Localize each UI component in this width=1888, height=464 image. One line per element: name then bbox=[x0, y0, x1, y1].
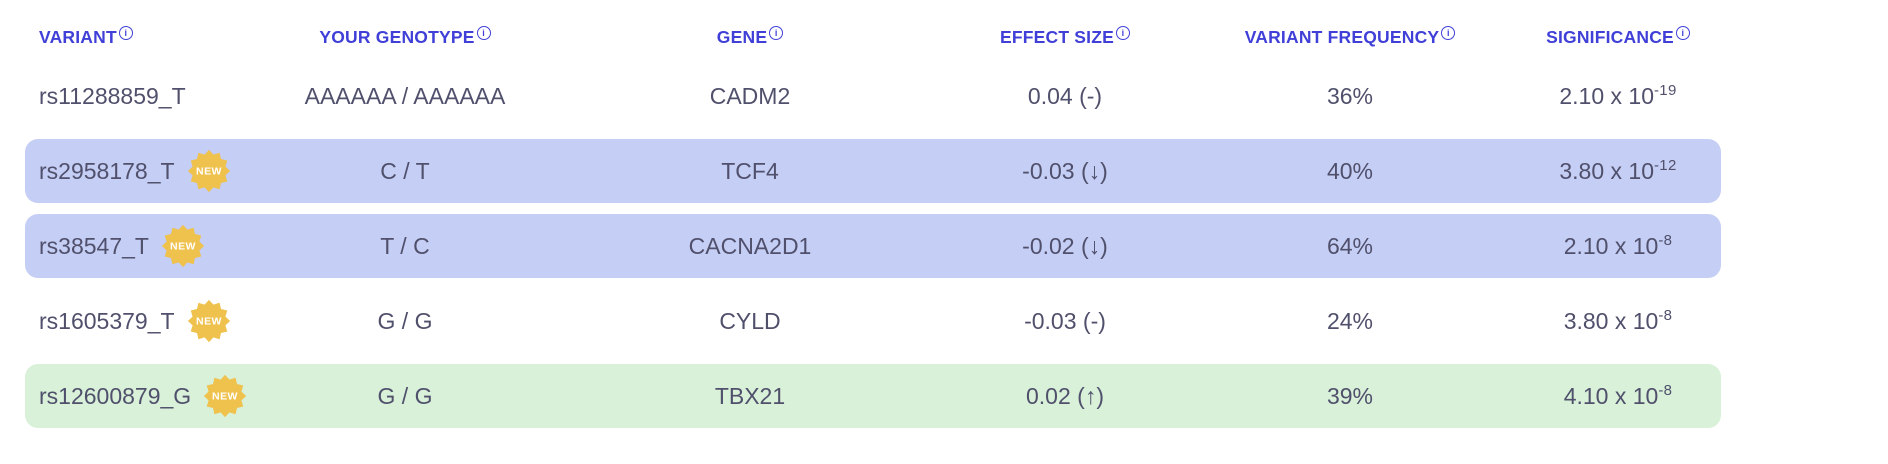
significance-exponent: -12 bbox=[1654, 157, 1677, 174]
new-badge-icon: NEW bbox=[187, 299, 230, 343]
effect-size-cell: -0.03 (↓) bbox=[1022, 157, 1108, 184]
significance-cell: 4.10 x 10-8 bbox=[1515, 382, 1721, 410]
frequency-cell: 24% bbox=[1326, 307, 1374, 334]
significance-cell: 2.10 x 10-8 bbox=[1515, 232, 1721, 260]
effect-size-cell: 0.04 (-) bbox=[1027, 82, 1103, 109]
significance-cell: 2.10 x 10-19 bbox=[1515, 82, 1721, 110]
significance-base: 4.10 x 10 bbox=[1563, 383, 1659, 409]
table-header-row: VARIANT i YOUR GENOTYPE i GENE i EFFECT SIZ… bbox=[25, 14, 1721, 60]
frequency-cell: 40% bbox=[1326, 157, 1374, 184]
variant-id: rs11288859_T bbox=[39, 82, 186, 109]
significance-exponent: -8 bbox=[1658, 382, 1673, 399]
effect-size-cell: -0.03 (-) bbox=[1024, 307, 1106, 334]
significance-base: 2.10 x 10 bbox=[1559, 83, 1655, 109]
new-badge-label: NEW bbox=[170, 241, 196, 253]
table-row: rs38547_T NEW T / C CACNA2D1 -0.02 (↓) 6… bbox=[25, 214, 1721, 278]
genotype-cell: T / C bbox=[380, 232, 430, 259]
significance-exponent: -8 bbox=[1658, 307, 1673, 324]
column-header-variant-label: VARIANT bbox=[39, 27, 117, 47]
significance-base: 3.80 x 10 bbox=[1559, 158, 1655, 184]
gene-cell: TCF4 bbox=[721, 157, 779, 184]
column-header-significance-label: SIGNIFICANCE bbox=[1546, 27, 1674, 47]
new-badge-icon: NEW bbox=[204, 374, 247, 418]
effect-size-cell: 0.02 (↑) bbox=[1026, 382, 1104, 409]
new-badge-label: NEW bbox=[196, 316, 222, 328]
column-header-variant-frequency-label: VARIANT FREQUENCY bbox=[1244, 27, 1440, 47]
variant-cell: rs38547_T NEW bbox=[25, 224, 255, 268]
table-row: rs2958178_T NEW C / T TCF4 -0.03 (↓) 40%… bbox=[25, 139, 1721, 203]
info-icon[interactable]: i bbox=[118, 26, 133, 40]
frequency-cell: 64% bbox=[1326, 232, 1374, 259]
table-row: rs12600879_G NEW G / G TBX21 0.02 (↑) 39… bbox=[25, 364, 1721, 428]
table-row: rs1605379_T NEW G / G CYLD -0.03 (-) 24%… bbox=[25, 289, 1721, 353]
variant-cell: rs1605379_T NEW bbox=[25, 299, 255, 343]
new-badge-icon: NEW bbox=[187, 149, 230, 193]
info-icon[interactable]: i bbox=[1441, 26, 1456, 40]
genotype-cell: G / G bbox=[377, 382, 433, 409]
significance-cell: 3.80 x 10-8 bbox=[1515, 307, 1721, 335]
effect-size-cell: -0.02 (↓) bbox=[1022, 232, 1108, 259]
column-header-genotype: YOUR GENOTYPE i bbox=[255, 26, 555, 48]
info-icon[interactable]: i bbox=[1675, 26, 1690, 40]
significance-exponent: -8 bbox=[1658, 232, 1673, 249]
column-header-genotype-label: YOUR GENOTYPE bbox=[319, 27, 475, 47]
frequency-cell: 39% bbox=[1326, 382, 1374, 409]
column-header-variant-frequency: VARIANT FREQUENCY i bbox=[1185, 26, 1515, 48]
genotype-cell: C / T bbox=[380, 157, 430, 184]
significance-base: 2.10 x 10 bbox=[1563, 233, 1659, 259]
variant-cell: rs11288859_T bbox=[25, 83, 255, 110]
variant-results-table: VARIANT i YOUR GENOTYPE i GENE i EFFECT SIZ… bbox=[25, 14, 1721, 439]
genotype-cell: AAAAAA / AAAAAA bbox=[304, 82, 506, 109]
info-icon[interactable]: i bbox=[476, 26, 491, 40]
variant-id: rs1605379_T bbox=[39, 307, 175, 334]
new-badge-label: NEW bbox=[212, 391, 238, 403]
frequency-cell: 36% bbox=[1326, 82, 1374, 109]
variant-id: rs12600879_G bbox=[39, 382, 192, 409]
variant-id: rs2958178_T bbox=[39, 157, 175, 184]
column-header-gene-label: GENE bbox=[716, 27, 768, 47]
column-header-variant: VARIANT i bbox=[25, 26, 255, 48]
new-badge-icon: NEW bbox=[161, 224, 205, 268]
gene-cell: TBX21 bbox=[714, 382, 786, 409]
column-header-significance: SIGNIFICANCE i bbox=[1515, 26, 1721, 48]
variant-id: rs38547_T bbox=[39, 232, 149, 259]
gene-cell: CACNA2D1 bbox=[688, 232, 812, 259]
significance-base: 3.80 x 10 bbox=[1563, 308, 1659, 334]
genotype-cell: G / G bbox=[377, 307, 433, 334]
column-header-gene: GENE i bbox=[555, 26, 945, 48]
table-row: rs11288859_T AAAAAA / AAAAAA CADM2 0.04 … bbox=[25, 64, 1721, 128]
gene-cell: CADM2 bbox=[709, 82, 791, 109]
info-icon[interactable]: i bbox=[769, 26, 784, 40]
significance-cell: 3.80 x 10-12 bbox=[1515, 157, 1721, 185]
column-header-effect-size-label: EFFECT SIZE bbox=[999, 27, 1114, 47]
variant-cell: rs12600879_G NEW bbox=[25, 374, 255, 418]
significance-exponent: -19 bbox=[1654, 82, 1677, 99]
new-badge-label: NEW bbox=[196, 166, 222, 178]
variant-cell: rs2958178_T NEW bbox=[25, 149, 255, 193]
info-icon[interactable]: i bbox=[1116, 26, 1130, 40]
gene-cell: CYLD bbox=[719, 307, 781, 334]
column-header-effect-size: EFFECT SIZE i bbox=[945, 26, 1185, 48]
